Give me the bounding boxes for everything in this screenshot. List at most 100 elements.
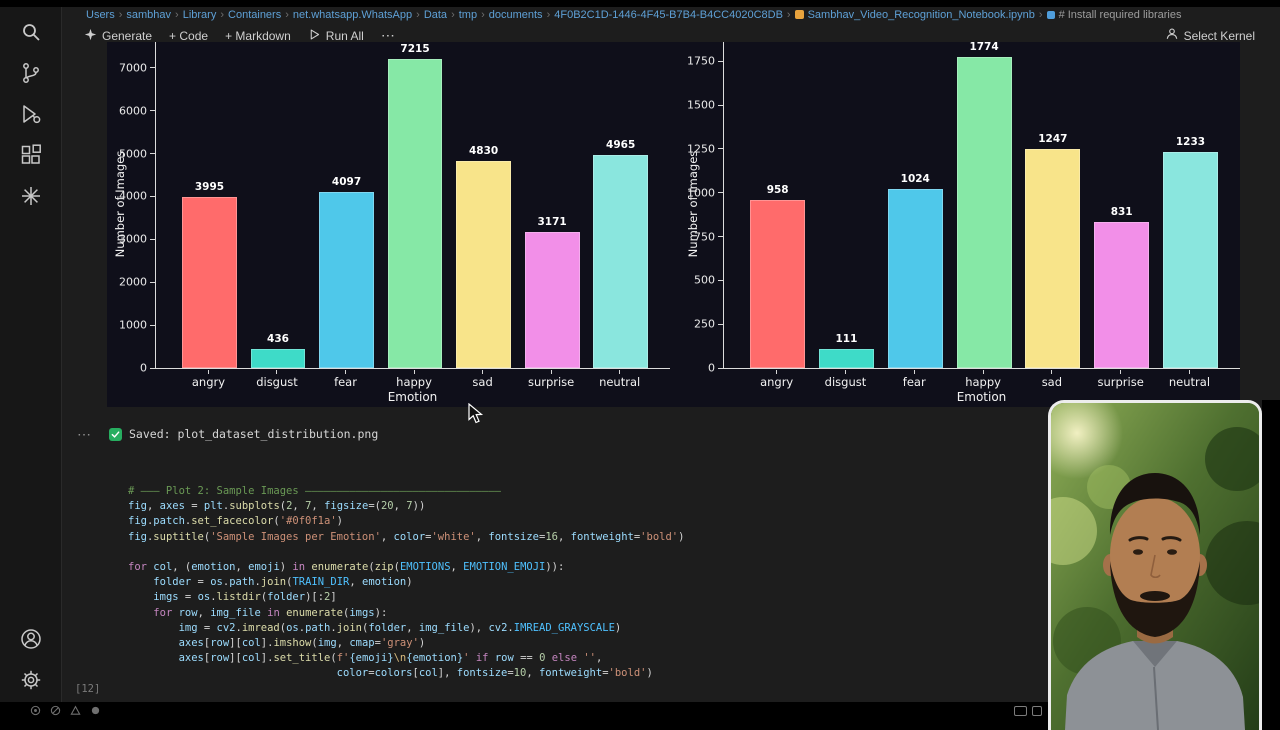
y-tick-mark xyxy=(150,238,155,240)
add-markdown-button[interactable]: + Markdown xyxy=(225,29,291,43)
sparkle-icon xyxy=(84,28,97,44)
y-tick: 500 xyxy=(694,273,715,287)
left-bar-chart: Number of Images 0 1000 2000 3000 4000 5000 60… xyxy=(107,42,672,407)
breadcrumb-item[interactable]: Library xyxy=(182,8,217,21)
extensions-icon[interactable] xyxy=(18,142,44,168)
bar-angry xyxy=(182,196,237,368)
activity-bar-bottom xyxy=(18,626,44,693)
x-tick: disgust xyxy=(256,375,298,389)
y-tick-mark xyxy=(150,324,155,326)
breadcrumb-item[interactable]: tmp xyxy=(458,8,478,21)
x-tick-mark xyxy=(345,370,347,374)
breadcrumb-separator: › xyxy=(175,8,179,21)
bar-surprise xyxy=(1094,222,1150,368)
dataset-distribution-plot-output: Number of Images 0 1000 2000 3000 4000 5000 60… xyxy=(107,42,1240,407)
x-axis-label: Emotion xyxy=(387,390,438,404)
bar-happy xyxy=(387,58,443,368)
small-panel-icon xyxy=(1014,706,1027,716)
ai-assistant-sparkle-icon[interactable] xyxy=(18,183,44,209)
y-tick-mark xyxy=(718,60,723,62)
breadcrumb-separator: › xyxy=(118,8,123,21)
x-tick-mark xyxy=(413,370,415,374)
code-line: # ——— Plot 2: Sample Images ————————————… xyxy=(128,485,501,497)
bar-value-label: 1247 xyxy=(1038,133,1068,146)
x-tick-mark xyxy=(482,370,484,374)
breadcrumb-separator: › xyxy=(481,8,485,21)
circle-dot-icon xyxy=(30,705,41,716)
notebook-editor: Users › sambhav › Library › Containers › net.wha… xyxy=(62,7,1280,702)
x-tick-mark xyxy=(982,370,984,374)
kernel-person-icon xyxy=(1165,27,1179,44)
x-tick-mark xyxy=(1120,370,1122,374)
bar-value-label: 111 xyxy=(835,332,858,345)
code-line: for col, (emotion, emoji) in enumerate(z… xyxy=(128,561,565,574)
bar-neutral xyxy=(1162,151,1218,368)
video-right-gutter xyxy=(1262,400,1280,720)
source-control-icon[interactable] xyxy=(18,60,44,86)
bar-value-label: 4830 xyxy=(468,144,499,157)
x-tick: happy xyxy=(396,375,432,389)
y-tick-mark xyxy=(150,67,155,69)
code-line: axes[row][col].set_title(f'{emoji}\n{emo… xyxy=(178,652,603,665)
plot-area: 958 111 1024 1774 1247 831 1233 xyxy=(723,42,1240,369)
breadcrumb-separator: › xyxy=(546,8,551,21)
code-cell[interactable]: # ——— Plot 2: Sample Images ————————————… xyxy=(128,484,1060,702)
breadcrumb-separator: › xyxy=(220,8,225,21)
add-markdown-label: + Markdown xyxy=(225,28,291,43)
warning-triangle-icon xyxy=(70,705,81,715)
generate-button[interactable]: Generate xyxy=(84,28,152,44)
mouse-cursor xyxy=(468,402,486,430)
bar-value-label: 7215 xyxy=(400,42,430,55)
x-tick: disgust xyxy=(824,375,867,389)
bar-value-label: 831 xyxy=(1110,206,1133,219)
y-tick-mark xyxy=(718,279,723,281)
code-line xyxy=(128,545,1060,560)
y-tick: 2000 xyxy=(119,275,147,289)
breadcrumb-file-item[interactable]: Sambhav_Video_Recognition_Notebook.ipynb xyxy=(794,9,1035,21)
breadcrumb-separator: › xyxy=(451,8,455,21)
y-tick: 7000 xyxy=(119,61,147,75)
saved-text: Saved: plot_dataset_distribution.png xyxy=(129,427,379,441)
output-more-button[interactable]: ⋯ xyxy=(77,425,92,442)
code-line: fig, axes = plt.subplots(2, 7, figsize=(… xyxy=(128,500,426,513)
bar-surprise xyxy=(524,231,580,368)
select-kernel-button[interactable]: Select Kernel xyxy=(1165,27,1255,44)
x-tick: angry xyxy=(191,375,226,389)
toolbar-more-button[interactable]: ⋯ xyxy=(380,27,396,43)
cell-output-row: ⋯ Saved: plot_dataset_distribution.png xyxy=(77,425,378,443)
add-code-button[interactable]: + Code xyxy=(169,29,208,43)
breadcrumb-item[interactable]: Containers xyxy=(228,8,282,21)
y-tick-mark xyxy=(718,323,723,325)
breadcrumb-item[interactable]: 4F0B2C1D-1446-4F45-B7B4-B4CC4020C8DB xyxy=(554,8,783,21)
plot-area: 3995 436 4097 7215 4830 3171 4965 xyxy=(155,42,670,369)
notebook-file-icon xyxy=(794,10,804,19)
run-debug-icon[interactable] xyxy=(18,101,44,127)
x-tick: neutral xyxy=(1168,375,1211,389)
accounts-icon[interactable] xyxy=(18,626,44,652)
settings-gear-icon[interactable] xyxy=(18,667,44,693)
y-tick-mark xyxy=(718,192,723,194)
search-icon[interactable] xyxy=(18,19,44,45)
breadcrumb-item[interactable]: sambhav xyxy=(126,8,172,21)
bar-neutral xyxy=(593,155,649,368)
right-bar-chart: Number of Images 0 250 500 750 1000 1250 1500 1… xyxy=(680,42,1240,407)
y-tick-mark xyxy=(150,110,155,112)
filled-circle-icon xyxy=(91,706,100,715)
x-tick: surprise xyxy=(1097,375,1144,389)
breadcrumb-item[interactable]: net.whatsapp.WhatsApp xyxy=(292,8,413,21)
run-all-button[interactable]: Run All xyxy=(308,28,364,44)
y-tick: 1000 xyxy=(119,318,147,332)
y-tick: 1750 xyxy=(687,54,715,68)
breadcrumb-item[interactable]: Users xyxy=(86,8,115,21)
run-all-label: Run All xyxy=(325,28,364,43)
breadcrumb-item[interactable]: Data xyxy=(423,8,448,21)
bar-fear xyxy=(319,192,374,368)
breadcrumb-separator: › xyxy=(416,8,420,21)
blocked-circle-icon xyxy=(50,705,61,716)
bar-value-label: 1024 xyxy=(900,172,930,185)
x-tick-mark xyxy=(776,370,778,374)
bar-happy xyxy=(956,57,1012,368)
breadcrumb-item[interactable]: documents xyxy=(488,8,543,21)
breadcrumb-section-item[interactable]: # Install required libraries xyxy=(1046,9,1181,21)
